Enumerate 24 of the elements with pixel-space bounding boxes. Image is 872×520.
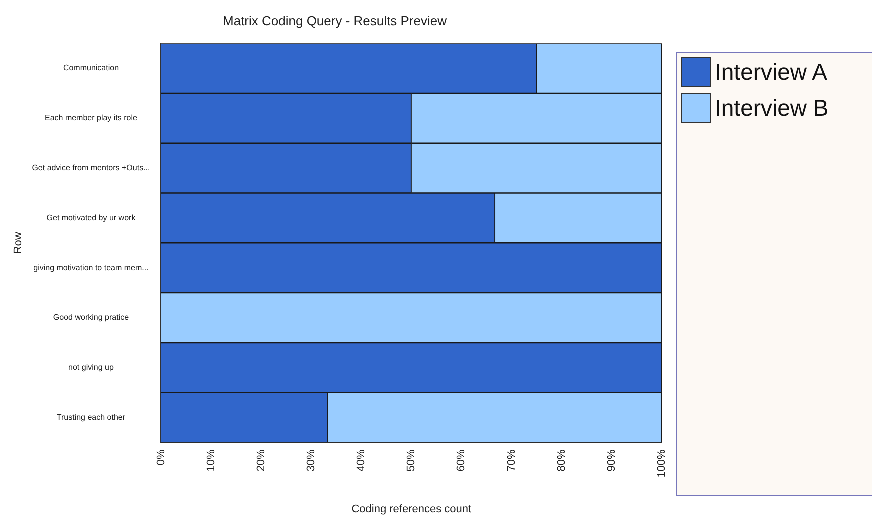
x-tick-label: 30% <box>306 449 318 472</box>
x-tick-label: 60% <box>456 449 468 472</box>
x-tick-label: 40% <box>356 449 368 472</box>
y-tick-label: Each member play its role <box>44 114 138 123</box>
x-tick-label: 20% <box>255 449 268 472</box>
x-tick-label: 0% <box>155 449 168 466</box>
legend-label: Interview B <box>715 94 829 122</box>
text: Interview A <box>715 58 828 86</box>
y-tick-label: giving motivation to team mem... <box>34 263 149 272</box>
y-tick-label: Get motivated by ur work <box>46 213 137 222</box>
x-tick-label: 70% <box>506 449 518 472</box>
y-tick-label: Get advice from mentors +Outs... <box>32 164 150 173</box>
y-axis-title: Row <box>12 232 25 254</box>
x-axis-title: Coding references count <box>352 503 472 516</box>
x-tick-label: 10% <box>205 449 218 472</box>
y-tick-label: Trusting each other <box>56 412 126 422</box>
x-tick-label: 50% <box>406 449 418 472</box>
x-tick-label: 90% <box>606 449 618 472</box>
y-tick-label: Good working pratice <box>53 313 130 322</box>
y-tick-label: not giving up <box>68 363 114 372</box>
chart-title: Matrix Coding Query - Results Preview <box>223 13 448 28</box>
x-tick-label: 80% <box>556 449 568 472</box>
y-tick-label: Communication <box>63 64 120 73</box>
x-tick-label: 100% <box>656 449 668 478</box>
